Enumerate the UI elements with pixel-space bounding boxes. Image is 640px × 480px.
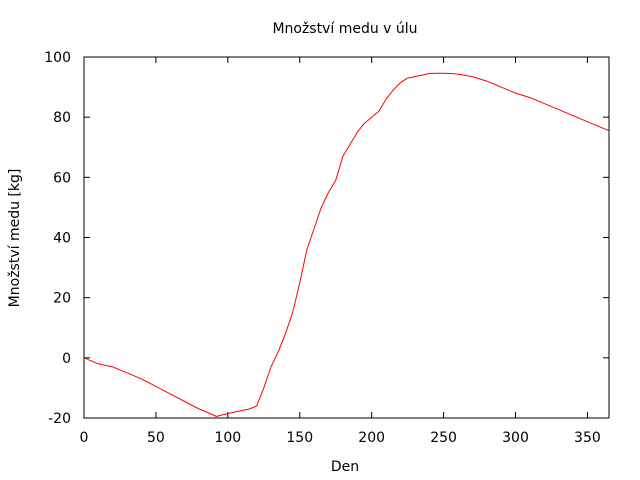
- y-axis-label: Množství medu [kg]: [7, 169, 23, 308]
- series-layer: [83, 72, 610, 417]
- x-tick-label: 250: [430, 430, 457, 446]
- chart-title: Množství medu v úlu: [272, 21, 417, 37]
- x-tick-label: 50: [147, 430, 165, 446]
- x-tick-label: 300: [502, 430, 529, 446]
- x-tick-label: 200: [358, 430, 385, 446]
- plot-frame: [83, 56, 610, 419]
- tick-layer: 0 50 100 150 200 250 300 350 -20 0 20 40 60 80 100: [44, 50, 609, 446]
- y-tick-label: 100: [44, 50, 71, 66]
- y-tick-label: 0: [62, 351, 71, 367]
- y-tick-label: 80: [53, 110, 71, 126]
- y-tick-label: 20: [53, 291, 71, 307]
- x-tick-label: 100: [214, 430, 241, 446]
- x-tick-label: 350: [574, 430, 601, 446]
- y-tick-label: -20: [48, 411, 71, 427]
- x-tick-label: 0: [80, 430, 89, 446]
- x-tick-label: 150: [286, 430, 313, 446]
- y-tick-label: 60: [53, 170, 71, 186]
- x-axis-label: Den: [331, 459, 359, 475]
- series-line: [83, 72, 610, 417]
- y-tick-label: 40: [53, 231, 71, 247]
